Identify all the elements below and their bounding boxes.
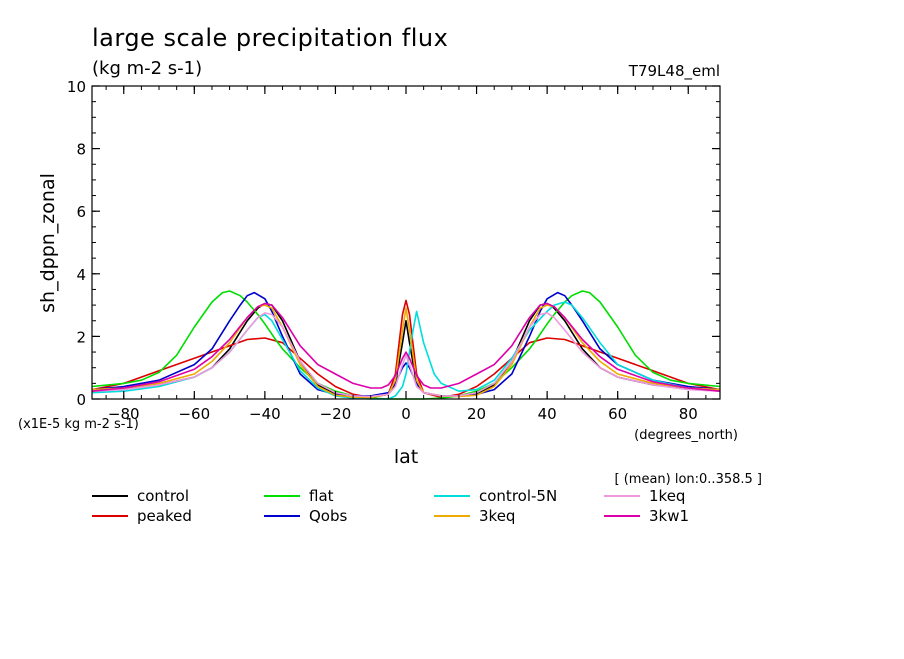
legend-label-3keq: 3keq bbox=[479, 507, 515, 525]
x-tick-label: 0 bbox=[401, 405, 411, 423]
series-line-flat bbox=[91, 290, 721, 400]
x-tick-label: 80 bbox=[679, 405, 698, 423]
y-scale-note: (x1E-5 kg m-2 s-1) bbox=[18, 417, 139, 432]
legend-label-Qobs: Qobs bbox=[309, 507, 348, 525]
y-tick-label: 4 bbox=[76, 266, 86, 284]
x-tick-label: 40 bbox=[538, 405, 557, 423]
x-tick-label: −80 bbox=[108, 405, 140, 423]
y-tick-label: 0 bbox=[76, 391, 86, 409]
x-axis-label: lat bbox=[394, 446, 418, 468]
legend-label-3kw1: 3kw1 bbox=[649, 507, 689, 525]
x-units-label: (degrees_north) bbox=[634, 428, 738, 443]
x-tick-label: −60 bbox=[178, 405, 210, 423]
y-axis-label: sh_dppn_zonal bbox=[37, 173, 59, 313]
series-line-peaked bbox=[91, 299, 721, 399]
series-line-3kw1 bbox=[91, 302, 721, 392]
plot-area: −80 −60 −40 −20 0 20 40 60 80 0 2 4 6 8 10 bbox=[67, 78, 721, 423]
x-tick-label: −20 bbox=[320, 405, 352, 423]
y-tick-label: 8 bbox=[76, 141, 86, 159]
y-tick-label: 6 bbox=[76, 203, 86, 221]
legend-label-peaked: peaked bbox=[137, 507, 192, 525]
y-tick-label: 2 bbox=[76, 328, 86, 346]
legend: control peaked flat Qobs control-5N 3keq 1keq 3… bbox=[92, 487, 689, 525]
legend-label-control: control bbox=[137, 487, 189, 505]
x-tick-label: 60 bbox=[608, 405, 627, 423]
series-line-control-5N bbox=[91, 301, 721, 400]
series-line-3keq bbox=[91, 304, 721, 399]
chart-subtitle: (kg m-2 s-1) bbox=[92, 58, 202, 79]
legend-label-control-5N: control-5N bbox=[479, 487, 557, 505]
run-label: T79L48_eml bbox=[628, 62, 720, 81]
series-line-Qobs bbox=[91, 291, 721, 397]
legend-label-flat: flat bbox=[309, 487, 334, 505]
series-line-control bbox=[91, 302, 721, 398]
legend-label-1keq: 1keq bbox=[649, 487, 685, 505]
chart-title: large scale precipitation flux bbox=[92, 24, 448, 52]
series-line-1keq bbox=[91, 312, 721, 398]
x-tick-label: −40 bbox=[249, 405, 281, 423]
footnote: [ (mean) lon:0..358.5 ] bbox=[615, 472, 763, 487]
x-tick-label: 20 bbox=[467, 405, 486, 423]
y-tick-label: 10 bbox=[67, 78, 86, 96]
